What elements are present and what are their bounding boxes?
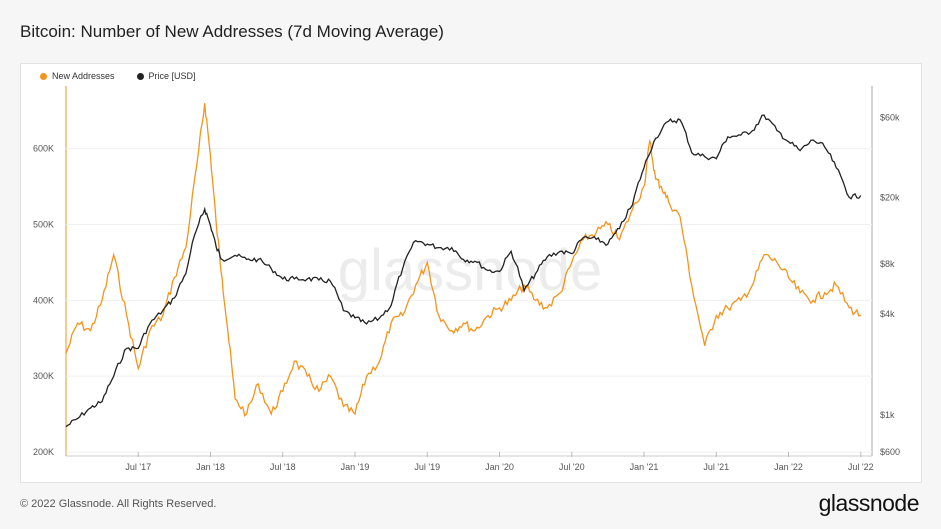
series-line-new-addresses: [65, 103, 861, 417]
watermark: glassnode: [338, 238, 602, 303]
x-tick-label: Jul '18: [270, 462, 296, 472]
y-left-tick-label: 200K: [33, 447, 54, 457]
x-tick-label: Jul '22: [848, 462, 874, 472]
y-left-tick-label: 300K: [33, 371, 54, 381]
x-tick-label: Jan '19: [341, 462, 370, 472]
y-right-tick-label: $60k: [880, 112, 900, 122]
chart-panel: [20, 63, 922, 483]
x-tick-label: Jul '17: [125, 462, 151, 472]
legend-item-new-addresses[interactable]: New Addresses: [40, 71, 115, 81]
glassnode-logo[interactable]: glassnode: [818, 490, 920, 516]
y-right-tick-label: $8k: [880, 259, 895, 269]
copyright: © 2022 Glassnode. All Rights Reserved.: [20, 498, 217, 510]
y-left-tick-label: 500K: [33, 220, 54, 230]
legend-dot-price: [136, 72, 144, 80]
x-tick-label: Jan '22: [774, 462, 803, 472]
y-left-tick-label: 600K: [33, 144, 54, 154]
x-tick-label: Jul '19: [414, 462, 440, 472]
chart-title: Bitcoin: Number of New Addresses (7d Mov…: [20, 22, 444, 41]
y-right-tick-label: $600: [880, 447, 900, 457]
y-right-tick-label: $4k: [880, 309, 895, 319]
legend-label-new-addresses: New Addresses: [52, 71, 115, 81]
y-right-tick-label: $1k: [880, 410, 895, 420]
x-tick-label: Jan '21: [630, 462, 659, 472]
x-tick-label: Jul '21: [703, 462, 729, 472]
x-tick-label: Jan '20: [485, 462, 514, 472]
y-left-tick-label: 400K: [33, 295, 54, 305]
x-tick-label: Jan '18: [196, 462, 225, 472]
legend-dot-new-addresses: [40, 72, 47, 80]
series-line-price: [65, 114, 862, 428]
y-right-tick-label: $20k: [880, 192, 900, 202]
x-tick-label: Jul '20: [559, 462, 585, 472]
legend-item-price[interactable]: Price [USD]: [136, 71, 196, 81]
legend-label-price: Price [USD]: [148, 71, 196, 81]
legend: New Addresses Price [USD]: [40, 71, 196, 81]
